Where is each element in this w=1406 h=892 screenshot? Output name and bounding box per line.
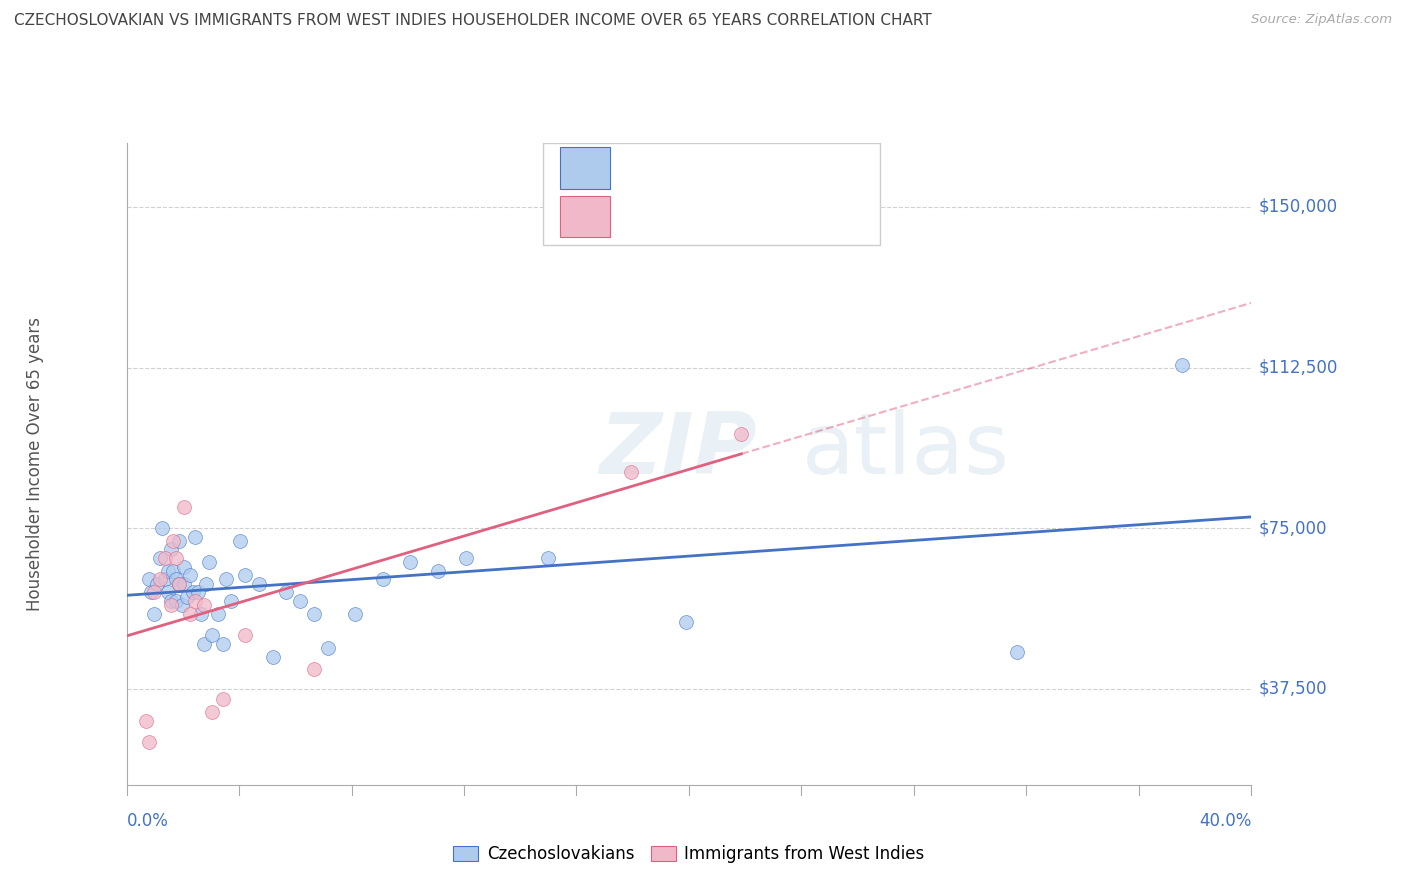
Point [143,585,166,599]
Point [138,573,160,587]
Point [173,576,195,591]
Point [135,714,157,728]
Point [730,426,752,441]
Point [290,594,312,608]
Text: 0.078: 0.078 [669,159,727,178]
Point [1005,645,1028,659]
Point [141,585,163,599]
Point [201,628,224,642]
Text: N =: N = [720,207,772,226]
Point [276,585,298,599]
Point [150,521,173,535]
Text: N =: N = [720,159,772,178]
Point [212,637,235,651]
Point [228,533,250,548]
Point [162,564,184,578]
Point [193,637,215,651]
Text: atlas: atlas [801,409,1010,492]
Point [187,585,209,599]
Point [153,551,176,566]
Text: $37,500: $37,500 [1258,680,1327,698]
Point [184,530,207,544]
Text: Source: ZipAtlas.com: Source: ZipAtlas.com [1251,13,1392,27]
Point [193,598,215,612]
Point [195,576,218,591]
Point [316,640,339,655]
Point [537,551,560,566]
Point [170,598,193,612]
Text: 40.0%: 40.0% [1199,812,1251,830]
Point [454,551,477,566]
Point [198,555,221,569]
Text: $75,000: $75,000 [1258,519,1327,537]
Point [146,576,169,591]
Text: ZIP: ZIP [599,409,756,492]
Point [675,615,697,630]
Point [179,568,201,582]
Point [233,628,256,642]
Point [159,542,181,557]
Text: 0.0%: 0.0% [127,812,169,830]
Point [173,500,195,514]
Point [302,662,325,676]
Point [138,735,160,749]
Point [159,594,181,608]
Point [221,594,243,608]
Point [167,533,190,548]
Text: $112,500: $112,500 [1258,359,1337,376]
Point [207,607,229,621]
FancyBboxPatch shape [560,195,610,237]
Point [247,576,270,591]
Point [176,590,198,604]
Point [159,598,181,612]
Point [167,576,190,591]
Point [399,555,422,569]
Point [190,607,212,621]
Point [427,564,450,578]
Point [620,466,643,480]
Point [215,573,238,587]
Point [181,585,204,599]
Point [262,649,284,664]
FancyBboxPatch shape [560,147,610,189]
Point [165,573,187,587]
Point [173,559,195,574]
Point [149,551,172,566]
Point [179,607,201,621]
Text: 19: 19 [778,207,803,226]
Point [212,692,235,706]
Point [165,594,187,608]
Text: 0.436: 0.436 [669,207,727,226]
Point [371,573,394,587]
Text: Householder Income Over 65 years: Householder Income Over 65 years [27,317,44,611]
Point [165,551,187,566]
Point [233,568,256,582]
Point [156,564,179,578]
Point [143,607,166,621]
Point [184,594,207,608]
Legend: Czechoslovakians, Immigrants from West Indies: Czechoslovakians, Immigrants from West I… [447,838,931,870]
Text: R =: R = [627,159,666,178]
FancyBboxPatch shape [543,143,880,245]
Text: $150,000: $150,000 [1258,198,1337,216]
Text: CZECHOSLOVAKIAN VS IMMIGRANTS FROM WEST INDIES HOUSEHOLDER INCOME OVER 65 YEARS : CZECHOSLOVAKIAN VS IMMIGRANTS FROM WEST … [14,13,932,29]
Point [201,705,224,719]
Text: R =: R = [627,207,666,226]
Text: 50: 50 [778,159,803,178]
Point [344,607,367,621]
Point [1171,359,1194,373]
Point [162,533,184,548]
Point [167,576,190,591]
Point [153,573,176,587]
Point [156,585,179,599]
Point [302,607,325,621]
Point [149,573,172,587]
